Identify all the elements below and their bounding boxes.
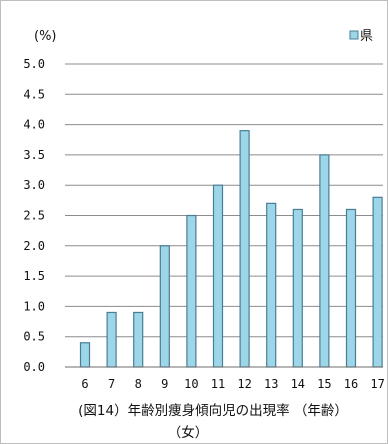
x-tick-label: 6 (81, 377, 88, 391)
bars (79, 130, 383, 368)
y-tick-label: 0.5 (23, 330, 45, 344)
bar-age-11 (212, 184, 224, 368)
bar-age-14 (292, 208, 303, 368)
bar-age-10 (186, 214, 197, 368)
y-tick-label: 2.5 (23, 209, 45, 223)
bar-age-13 (266, 202, 277, 368)
legend-label: 県 (360, 29, 373, 44)
chart-caption-line-2: （女） (168, 424, 209, 441)
bar-age-15 (319, 154, 330, 368)
y-tick-label: 4.0 (23, 118, 45, 132)
gridlines (65, 63, 383, 338)
legend: 県 (349, 29, 373, 44)
y-tick-label: 4.5 (23, 87, 45, 101)
y-tick-label: 5.0 (23, 57, 45, 71)
x-tick-label: 14 (291, 377, 305, 391)
x-tick-label: 9 (161, 377, 168, 391)
x-tick-label: 16 (344, 377, 358, 391)
x-tick-label: 8 (135, 377, 142, 391)
x-tick-label: 12 (237, 377, 251, 391)
bar-age-9 (159, 245, 170, 368)
legend-swatch (349, 30, 359, 40)
y-unit-label: (%) (34, 29, 57, 44)
x-tick-label: 7 (108, 377, 115, 391)
y-tick-label: 3.5 (23, 148, 45, 162)
y-tick-label: 3.0 (23, 178, 45, 192)
y-tick-label: 0.0 (23, 360, 45, 374)
y-tick-label: 2.0 (23, 239, 45, 253)
x-tick-label: 11 (211, 377, 225, 391)
y-axis-ticks: 0.0 0.5 1.0 1.5 2.0 2.5 3.0 3.5 4.0 4.5 5.0 (23, 57, 45, 374)
bar-age-17 (372, 196, 383, 368)
bar-age-6 (79, 342, 91, 368)
bar-age-12 (239, 130, 250, 368)
x-tick-label: 17 (370, 377, 384, 391)
y-tick-label: 1.0 (23, 299, 45, 313)
x-tick-label: 10 (184, 377, 198, 391)
bar-age-7 (106, 311, 117, 368)
bar-age-16 (345, 208, 357, 368)
chart-caption-line-1: (図14）年齢別痩身傾向児の出現率 （年齢） (78, 402, 348, 419)
bar-age-8 (133, 311, 144, 368)
y-tick-label: 1.5 (23, 269, 45, 283)
x-axis-ticks: 6 7 8 9 10 11 12 13 14 15 16 17 (81, 377, 384, 391)
x-tick-label: 13 (264, 377, 278, 391)
x-tick-label: 15 (317, 377, 331, 391)
